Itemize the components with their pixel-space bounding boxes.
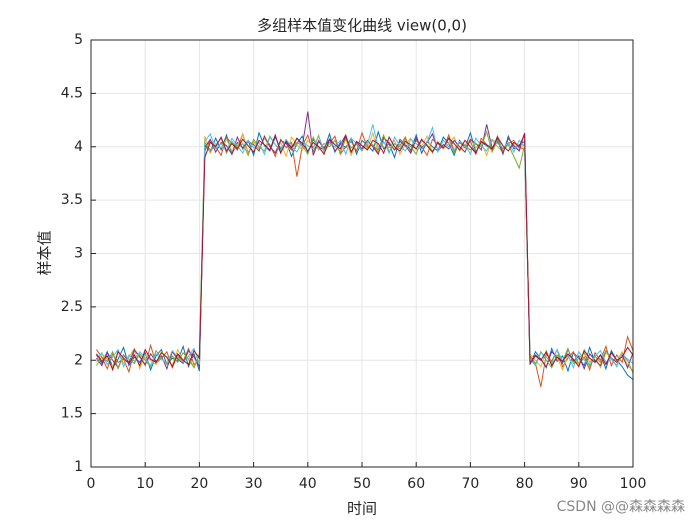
y-tick-label: 1 xyxy=(74,459,83,475)
y-tick-label: 1.5 xyxy=(61,406,83,422)
y-axis-label: 样本值 xyxy=(36,230,54,275)
y-tick-label: 5 xyxy=(74,32,83,48)
plot-frame xyxy=(90,39,634,468)
y-tick-label: 3 xyxy=(74,246,83,262)
series-line xyxy=(96,133,634,372)
x-tick-label: 80 xyxy=(516,476,534,492)
x-tick-label: 70 xyxy=(461,476,479,492)
y-tick-label: 4.5 xyxy=(61,85,83,101)
x-tick-label: 60 xyxy=(407,476,425,492)
chart-title: 多组样本值变化曲线 view(0,0) xyxy=(257,17,467,35)
x-axis-label: 时间 xyxy=(347,500,377,518)
x-tick-label: 10 xyxy=(136,476,154,492)
y-tick-label: 2 xyxy=(74,352,83,368)
x-tick-label: 100 xyxy=(620,476,647,492)
series-line xyxy=(96,111,634,371)
x-tick-label: 40 xyxy=(299,476,317,492)
series-line xyxy=(96,131,634,388)
x-tick-label: 20 xyxy=(190,476,208,492)
x-tick-label: 90 xyxy=(570,476,588,492)
watermark: CSDN @@森森森森 xyxy=(557,499,685,515)
y-tick-label: 4 xyxy=(74,139,83,155)
x-tick-label: 50 xyxy=(353,476,371,492)
y-tick-label: 3.5 xyxy=(61,192,83,208)
y-tick-label: 2.5 xyxy=(61,299,83,315)
lines xyxy=(95,111,634,388)
x-tick-label: 30 xyxy=(245,476,263,492)
x-tick-label: 0 xyxy=(87,476,96,492)
axes: 0 10 20 30 40 50 60 70 80 90 100 1 1.5 2 2.5 3 3.5 4 4.5 5 xyxy=(61,32,647,492)
